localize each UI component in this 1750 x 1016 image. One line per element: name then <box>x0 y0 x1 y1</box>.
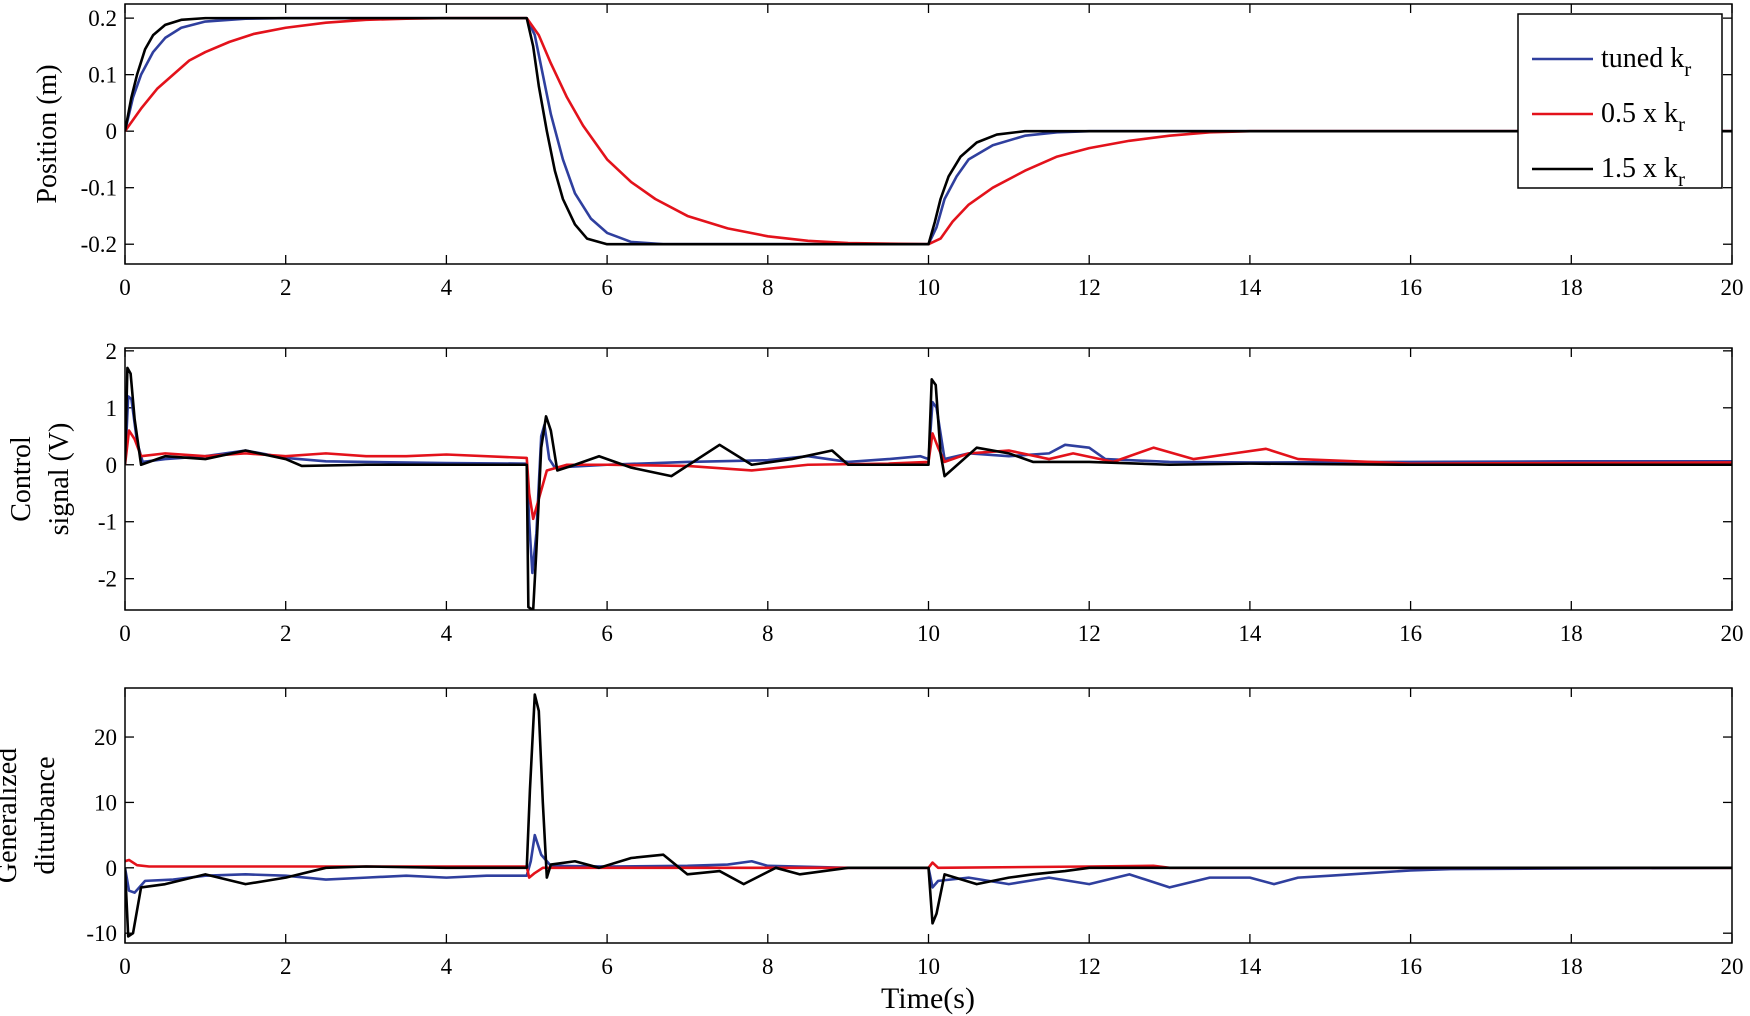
x-tick-label: 18 <box>1560 621 1583 646</box>
y-axis-label: Position (m) <box>32 64 63 203</box>
y-tick-label: -1 <box>98 510 117 535</box>
x-tick-label: 20 <box>1721 621 1744 646</box>
x-tick-label: 20 <box>1721 275 1744 300</box>
x-tick-label: 12 <box>1078 275 1101 300</box>
series-line-tuned <box>125 16 1732 246</box>
x-tick-label: 14 <box>1238 954 1262 979</box>
legend: tuned kr 0.5 x kr 1.5 x kr <box>1517 13 1723 191</box>
plot-frame <box>124 687 1733 944</box>
y-tick-label: 0 <box>106 856 118 881</box>
y-tick-label: 20 <box>94 725 117 750</box>
x-tick-label: 16 <box>1399 621 1422 646</box>
y-tick-label: 10 <box>94 790 117 815</box>
y-tick-label: 0 <box>106 453 118 478</box>
y-tick-label: 0.2 <box>88 6 117 31</box>
y-tick-label: 1 <box>106 396 118 421</box>
x-tick-label: 12 <box>1078 621 1101 646</box>
x-tick-label: 2 <box>280 954 292 979</box>
x-tick-label: 8 <box>762 621 774 646</box>
x-tick-label: 2 <box>280 621 292 646</box>
x-tick-label: 6 <box>601 621 613 646</box>
x-tick-label: 10 <box>917 954 940 979</box>
series-line-onehalf <box>125 693 1732 938</box>
x-tick-label: 8 <box>762 275 774 300</box>
position-panel: 0 2 4 6 8 10 12 14 16 18 20 0.2 0.1 0 -0.1 -0.2 Position… <box>32 3 1744 300</box>
y-axis-label: diturbance <box>30 756 61 874</box>
plot-frame <box>124 347 1733 611</box>
x-tick-label: 4 <box>441 954 453 979</box>
x-tick-label: 2 <box>280 275 292 300</box>
y-tick-label: 2 <box>106 339 118 364</box>
x-tick-label: 20 <box>1721 954 1744 979</box>
x-tick-label: 0 <box>119 954 131 979</box>
y-tick-label: -2 <box>98 567 117 592</box>
y-tick-label: 0.1 <box>88 63 117 88</box>
legend-label-half: 0.5 x kr <box>1601 98 1685 136</box>
legend-label-onehalf: 1.5 x kr <box>1601 153 1685 191</box>
x-tick-label: 16 <box>1399 275 1422 300</box>
series-line-tuned <box>125 833 1732 894</box>
x-tick-label: 14 <box>1238 275 1262 300</box>
x-tick-label: 14 <box>1238 621 1262 646</box>
x-tick-label: 18 <box>1560 954 1583 979</box>
x-tick-label: 8 <box>762 954 774 979</box>
x-axis-label: Time(s) <box>881 982 975 1015</box>
x-tick-label: 10 <box>917 275 940 300</box>
y-tick-label: -0.1 <box>81 176 117 201</box>
series-group <box>125 693 1732 938</box>
legend-box <box>1517 13 1723 189</box>
x-tick-label: 18 <box>1560 275 1583 300</box>
series-line-half <box>125 858 1732 879</box>
y-axis-label: signal (V) <box>44 423 75 536</box>
series-line-half <box>125 16 1732 246</box>
x-tick-label: 12 <box>1078 954 1101 979</box>
x-tick-label: 4 <box>441 275 453 300</box>
x-tick-label: 0 <box>119 275 131 300</box>
y-axis-label: Generalized <box>0 748 23 883</box>
y-tick-label: -10 <box>86 921 117 946</box>
series-line-tuned <box>125 395 1732 575</box>
series-group <box>125 16 1732 246</box>
series-line-onehalf <box>125 366 1732 610</box>
x-tick-label: 16 <box>1399 954 1422 979</box>
y-tick-label: -0.2 <box>81 232 117 257</box>
series-line-onehalf <box>125 16 1732 246</box>
x-tick-label: 10 <box>917 621 940 646</box>
plot-frame <box>124 3 1733 265</box>
x-tick-label: 0 <box>119 621 131 646</box>
series-group <box>125 366 1732 610</box>
x-tick-label: 6 <box>601 275 613 300</box>
y-axis-label: Control <box>6 436 37 522</box>
x-tick-label: 4 <box>441 621 453 646</box>
x-tick-label: 6 <box>601 954 613 979</box>
legend-label-tuned: tuned kr <box>1601 43 1691 81</box>
y-tick-label: 0 <box>106 119 118 144</box>
